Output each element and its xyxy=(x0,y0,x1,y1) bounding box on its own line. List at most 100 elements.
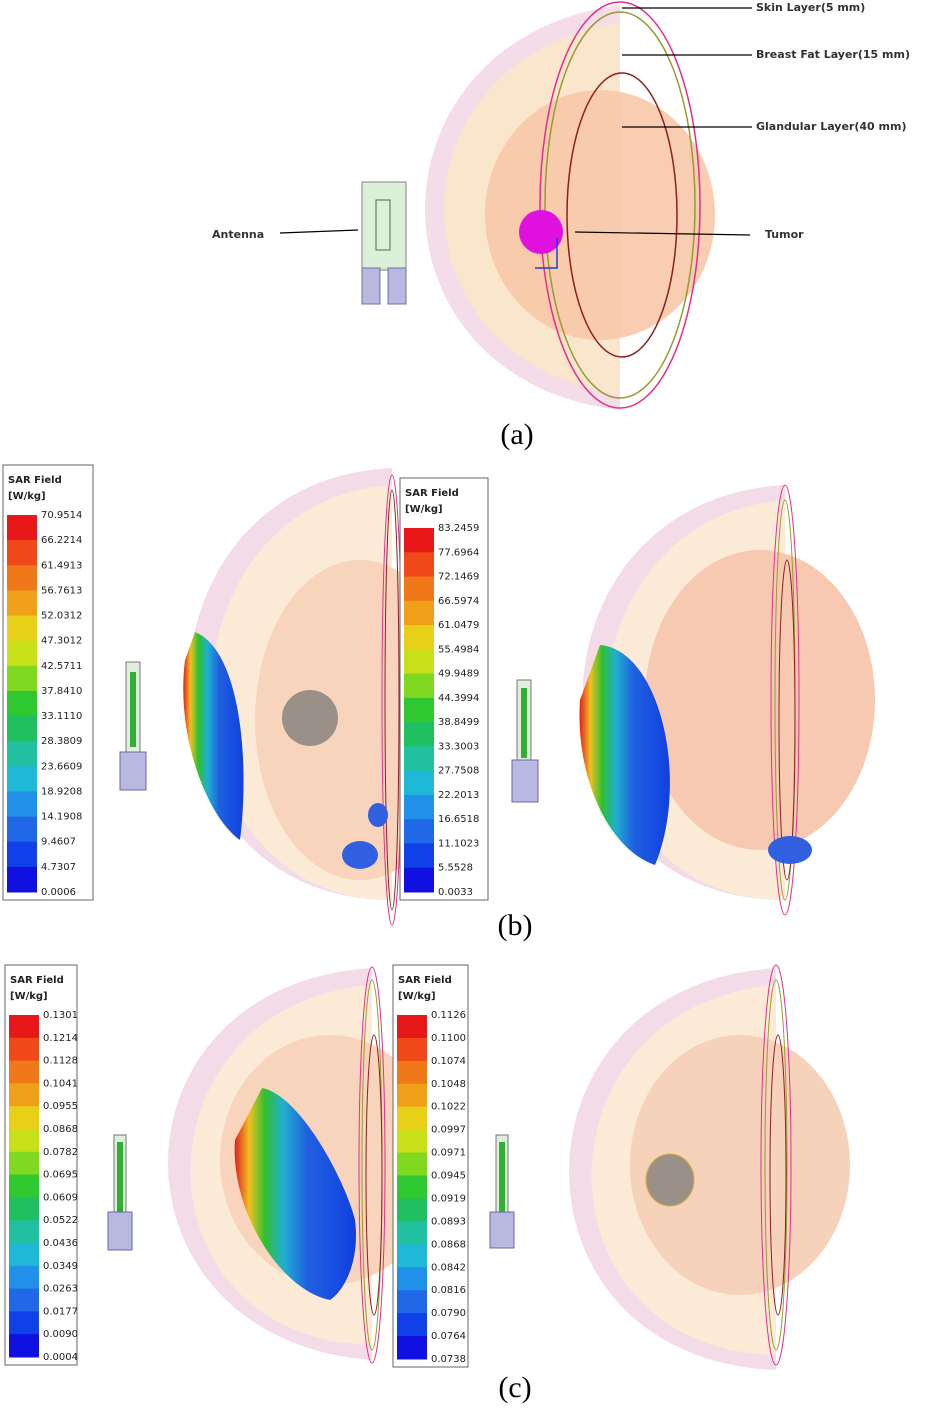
colorbar-tick-label: 77.6964 xyxy=(438,547,479,558)
panel-label: (c) xyxy=(498,1371,531,1404)
colorbar-segment xyxy=(404,770,434,796)
breast-model-a xyxy=(425,1,715,410)
legend-title: SAR Field xyxy=(398,975,452,986)
colorbar-tick-label: 28.3809 xyxy=(41,736,82,747)
colorbar-segment xyxy=(7,816,37,843)
colorbar-tick-label: 61.0479 xyxy=(438,620,479,631)
colorbar-tick-label: 0.0090 xyxy=(43,1329,78,1340)
colorbar-tick-label: 11.1023 xyxy=(438,838,479,849)
colorbar-tick-label: 0.1128 xyxy=(43,1056,78,1067)
colorbar-tick-label: 47.3012 xyxy=(41,636,82,647)
colorbar-tick-label: 16.6518 xyxy=(438,814,479,825)
colorbar-tick-label: 38.8499 xyxy=(438,717,479,728)
colorbar-tick-label: 70.9514 xyxy=(41,510,82,521)
annotation: Breast Fat Layer(15 mm) xyxy=(756,48,910,61)
colorbar-segment xyxy=(9,1243,39,1267)
colorbar-tick-label: 0.1074 xyxy=(431,1056,466,1067)
annotation: Tumor xyxy=(765,228,804,241)
colorbar-tick-label: 27.7508 xyxy=(438,766,479,777)
colorbar-segment xyxy=(7,690,37,717)
panel-label: (a) xyxy=(500,418,533,451)
colorbar-tick-label: 4.7307 xyxy=(41,862,76,873)
colorbar-segment xyxy=(9,1197,39,1221)
panel-label: (b) xyxy=(498,909,533,942)
annotation: Glandular Layer(40 mm) xyxy=(756,120,906,133)
colorbar-tick-label: 0.1100 xyxy=(431,1033,466,1044)
colorbar-tick-label: 0.0842 xyxy=(431,1262,466,1273)
colorbar-tick-label: 0.0816 xyxy=(431,1285,466,1296)
colorbar-tick-label: 72.1469 xyxy=(438,572,479,583)
colorbar-segment xyxy=(9,1037,39,1062)
colorbar-segment xyxy=(9,1334,39,1358)
colorbar-segment xyxy=(397,1060,427,1085)
colorbar-segment xyxy=(404,673,434,699)
legend-unit: [W/kg] xyxy=(405,504,443,515)
legend-title: SAR Field xyxy=(8,475,62,486)
colorbar-segment xyxy=(9,1174,39,1198)
colorbar-tick-label: 42.5711 xyxy=(41,661,82,672)
colorbar-tick-label: 66.2214 xyxy=(41,535,82,546)
colorbar-tick-label: 83.2459 xyxy=(438,523,479,534)
colorbar-segment xyxy=(9,1129,39,1153)
colorbar-tick-label: 0.1126 xyxy=(431,1010,466,1021)
colorbar-tick-label: 0.0868 xyxy=(43,1124,78,1135)
colorbar-segment xyxy=(7,615,37,642)
annotation: Antenna xyxy=(212,228,264,241)
colorbar-segment xyxy=(397,1106,427,1131)
breast-model-b1 xyxy=(119,468,465,926)
colorbar-segment xyxy=(9,1265,39,1290)
legend-unit: [W/kg] xyxy=(8,491,46,502)
colorbar-segment xyxy=(397,1221,427,1245)
colorbar-tick-label: 0.0609 xyxy=(43,1192,78,1203)
colorbar-segment xyxy=(397,1129,427,1154)
colorbar-segment xyxy=(9,1311,39,1335)
colorbar-tick-label: 0.0177 xyxy=(43,1306,78,1317)
colorbar-tick-label: 23.6609 xyxy=(41,761,82,772)
colorbar-segment xyxy=(404,819,434,844)
colorbar-segment xyxy=(9,1015,39,1039)
breast-model-c2 xyxy=(489,964,850,1370)
colorbar-segment xyxy=(7,791,37,818)
colorbar-tick-label: 0.0764 xyxy=(431,1331,466,1342)
colorbar-tick-label: 0.0919 xyxy=(431,1193,466,1204)
colorbar-segment xyxy=(404,794,434,820)
colorbar-tick-label: 33.1110 xyxy=(41,711,82,722)
colorbar-segment xyxy=(7,565,37,591)
colorbar-segment xyxy=(397,1290,427,1314)
colorbar-tick-label: 66.5974 xyxy=(438,596,479,607)
colorbar-segment xyxy=(7,866,37,893)
colorbar-segment xyxy=(7,640,37,667)
colorbar-segment xyxy=(397,1336,427,1360)
colorbar-segment xyxy=(397,1313,427,1337)
colorbar-tick-label: 0.1048 xyxy=(431,1079,466,1090)
colorbar-segment xyxy=(404,600,434,626)
breast-model-b2 xyxy=(511,484,875,916)
colorbar-segment xyxy=(404,625,434,650)
legend-title: SAR Field xyxy=(10,975,64,986)
colorbar-tick-label: 0.0945 xyxy=(431,1171,466,1182)
colorbar-segment xyxy=(7,741,37,767)
colorbar-segment xyxy=(397,1198,427,1222)
colorbar-segment xyxy=(7,665,37,692)
colorbar-segment xyxy=(7,766,37,792)
legend-title: SAR Field xyxy=(405,488,459,499)
colorbar-segment xyxy=(9,1288,39,1312)
colorbar-segment xyxy=(7,590,37,617)
colorbar-tick-label: 0.1022 xyxy=(431,1102,466,1113)
colorbar-segment xyxy=(9,1060,39,1084)
colorbar-segment xyxy=(7,540,37,566)
colorbar-tick-label: 0.0006 xyxy=(41,887,76,898)
colorbar-tick-label: 0.0436 xyxy=(43,1238,78,1249)
colorbar-tick-label: 0.0033 xyxy=(438,887,473,898)
colorbar-tick-label: 0.0695 xyxy=(43,1170,78,1181)
colorbar-tick-label: 0.1041 xyxy=(43,1078,78,1089)
colorbar-tick-label: 0.1301 xyxy=(43,1010,78,1021)
legend-unit: [W/kg] xyxy=(10,991,48,1002)
colorbar-segment xyxy=(397,1152,427,1177)
colorbar-segment xyxy=(9,1083,39,1107)
colorbar-tick-label: 0.0868 xyxy=(431,1239,466,1250)
colorbar-tick-label: 22.2013 xyxy=(438,790,479,801)
colorbar-tick-label: 0.0893 xyxy=(431,1216,466,1227)
colorbar-segment xyxy=(7,515,37,541)
colorbar-segment xyxy=(397,1015,427,1039)
